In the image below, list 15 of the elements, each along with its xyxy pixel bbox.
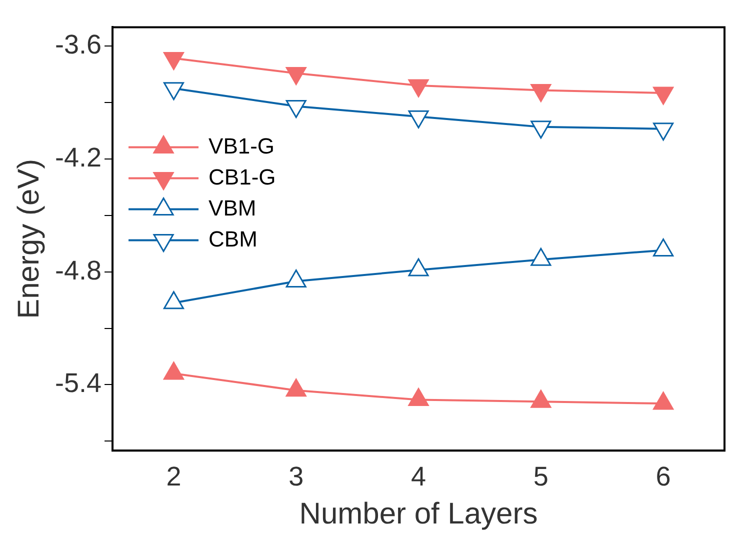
legend-label: VB1-G — [208, 133, 275, 158]
x-axis-title: Number of Layers — [299, 497, 538, 530]
y-tick-label: -4.2 — [54, 142, 102, 172]
x-tick-label: 2 — [166, 461, 182, 492]
x-tick-label: 6 — [656, 461, 671, 492]
legend-label: CBM — [208, 226, 258, 252]
x-tick-label: 5 — [533, 461, 548, 492]
legend-label: CB1-G — [208, 164, 276, 190]
x-tick-label: 4 — [410, 461, 426, 492]
legend-label: VBM — [208, 195, 256, 220]
y-tick-label: -5.4 — [54, 368, 102, 398]
y-tick-label: -4.8 — [54, 255, 102, 286]
y-tick-label: -3.6 — [54, 29, 102, 60]
y-axis-title: Energy (eV) — [12, 158, 46, 319]
x-tick-label: 3 — [288, 461, 304, 492]
